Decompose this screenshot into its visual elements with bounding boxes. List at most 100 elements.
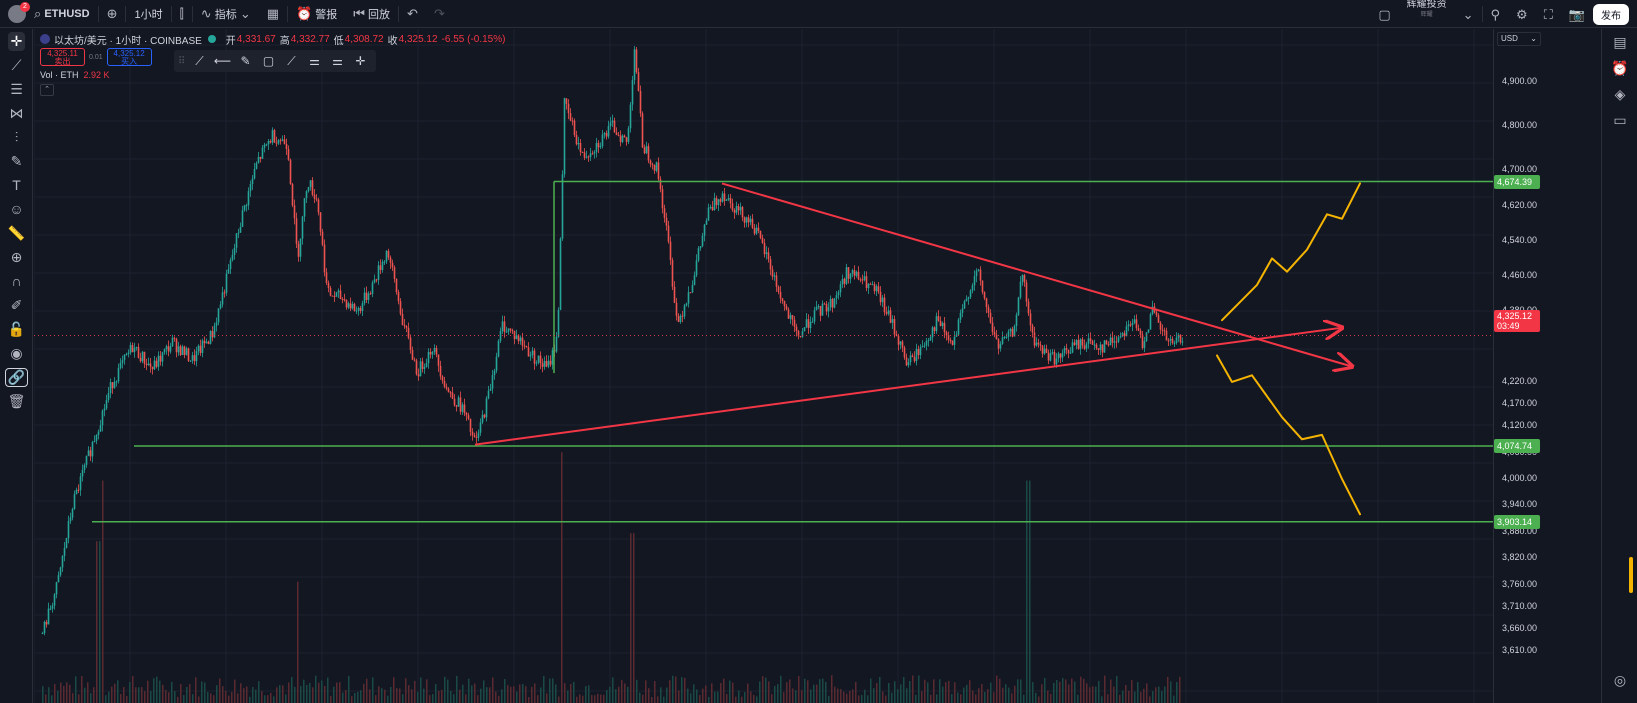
symbol-search[interactable]: ⌕ ETHUSD [26,0,98,28]
currency-select[interactable]: USD ⌄ [1497,32,1541,46]
volume-bar [612,677,614,703]
candle-body [515,335,518,340]
publish-button[interactable]: 发布 [1593,3,1629,25]
undo-button[interactable]: ↶ [399,0,426,28]
layout-toggle-button[interactable]: ▢ [1370,0,1398,28]
volume-bar [972,690,974,703]
pen-button[interactable]: ⟋ [287,53,296,68]
candle-body [505,331,508,333]
candle-body [783,301,786,307]
zoom-tool[interactable]: ⊕ [0,245,33,269]
brush-draw-button[interactable]: ⟋ [195,53,204,68]
volume-bar [561,452,563,703]
settings-sliders-button[interactable]: ⚌ [332,54,343,68]
candle-body [397,292,400,302]
volume-bar [384,689,386,703]
volume-bar [447,679,449,703]
fill-button[interactable]: ✎ [240,54,251,68]
volume-bar [312,687,314,703]
layouts-button[interactable]: ▦ [259,0,287,28]
line-color-button[interactable]: ⟵ [213,54,232,68]
alerts-button[interactable]: ⏰ [1602,55,1637,81]
replay-button[interactable]: ⏮ 回放 [345,0,398,28]
snapshot-button[interactable]: 📷 [1561,0,1593,28]
candle-body [943,322,946,333]
chart-pane[interactable] [34,29,1560,703]
volume-bar [684,677,686,703]
candle-body [1121,333,1124,337]
buy-label: 买入 [121,57,138,66]
price-chart[interactable] [34,29,1493,703]
volume-bar [921,691,923,703]
layout-menu-button[interactable]: ⌄ [1455,0,1482,28]
volume-bar [552,678,554,703]
watchlist-button[interactable]: ▤ [1602,29,1637,55]
volume-bar [90,693,92,703]
candle-body [1003,336,1006,338]
volume-bar [159,680,161,703]
user-avatar[interactable]: 2 [8,1,30,23]
volume-bar [117,680,119,703]
volume-bar [309,683,311,703]
candle-body [983,292,986,299]
candle-body [201,340,204,353]
compare-button[interactable]: ⊕ [99,0,126,28]
magnet-tool[interactable]: ∩ [0,269,33,293]
volume-bar [729,680,731,703]
emoji-tool[interactable]: ☺ [0,197,33,221]
pattern-tool[interactable]: ⋈ [0,101,33,125]
volume-bar [48,687,50,703]
projection-tool[interactable]: ⫶ [0,125,33,149]
indicators-button[interactable]: ∿ 指标 ⌄ [193,0,259,28]
rectangle-button[interactable]: ▢ [262,54,275,68]
sync-drawings-tool[interactable]: 🔗 [0,365,33,389]
fib-tool[interactable]: ☰ [0,77,33,101]
settings-button[interactable]: ⚙ [1508,0,1536,28]
candle-body [281,139,284,141]
interval-button[interactable]: 1小时 [134,8,163,21]
volume-bar [618,686,620,703]
volume-label[interactable]: Vol · ETH [40,70,79,80]
symbol-title[interactable]: 以太坊/美元 · 1小时 · COINBASE [54,35,202,47]
candle-body [1129,324,1132,326]
stay-drawing-tool[interactable]: ✐ [0,293,33,317]
quick-search-button[interactable]: ⚲ [1483,0,1509,28]
ruler-tool[interactable]: 📏 [0,221,33,245]
remove-drawings-tool[interactable]: 🗑 [0,389,33,413]
volume-bar [459,689,461,703]
volume-bar [780,675,782,703]
brush-tool[interactable]: ✎ [0,149,33,173]
buy-button[interactable]: 4,325.12 买入 [106,48,152,66]
chart-type-button[interactable]: ⫿ [172,0,192,28]
line-style-button[interactable]: ⚌ [309,54,320,68]
object-tree-button[interactable]: ◈ [1602,81,1637,107]
redo-button[interactable]: ↷ [426,0,453,28]
fullscreen-button[interactable]: ⛶ [1536,0,1561,28]
chat-button[interactable]: ▭ [1602,107,1637,133]
sell-button[interactable]: 4,325.11 卖出 [40,48,85,66]
volume-bar [621,679,623,703]
volume-bar [429,695,431,703]
layout-name-button[interactable]: 辉耀投资 辉耀 [1399,0,1455,28]
volume-bar [351,696,353,703]
volume-bar [498,695,500,703]
text-tool[interactable]: T [0,173,33,197]
candle-body [329,287,332,296]
sidebar-scroll-handle[interactable] [1629,557,1633,593]
volume-bar [723,678,725,703]
collapse-legend-button[interactable]: ⌃ [40,84,54,96]
lock-tool[interactable]: 🔓 [0,317,33,341]
volume-bar [60,682,62,703]
crosshair-tool[interactable]: ✛ [0,29,33,53]
alert-button[interactable]: ⏰ 警报 [288,0,345,28]
candle-body [815,306,818,311]
hide-tool[interactable]: ◉ [0,341,33,365]
candle-body [771,269,774,277]
drag-handle-icon[interactable]: ⠿ [178,55,186,67]
trendline-tool[interactable]: ⟋ [0,53,33,77]
help-button[interactable]: ◎ [1602,667,1637,693]
volume-bar [57,690,59,703]
price-axis[interactable]: USD ⌄ 4,900.00 4,800.00 4,700.00 4,620.00 4,… [1493,29,1560,703]
move-button[interactable]: ✛ [355,54,366,68]
volume-bar [627,686,629,703]
